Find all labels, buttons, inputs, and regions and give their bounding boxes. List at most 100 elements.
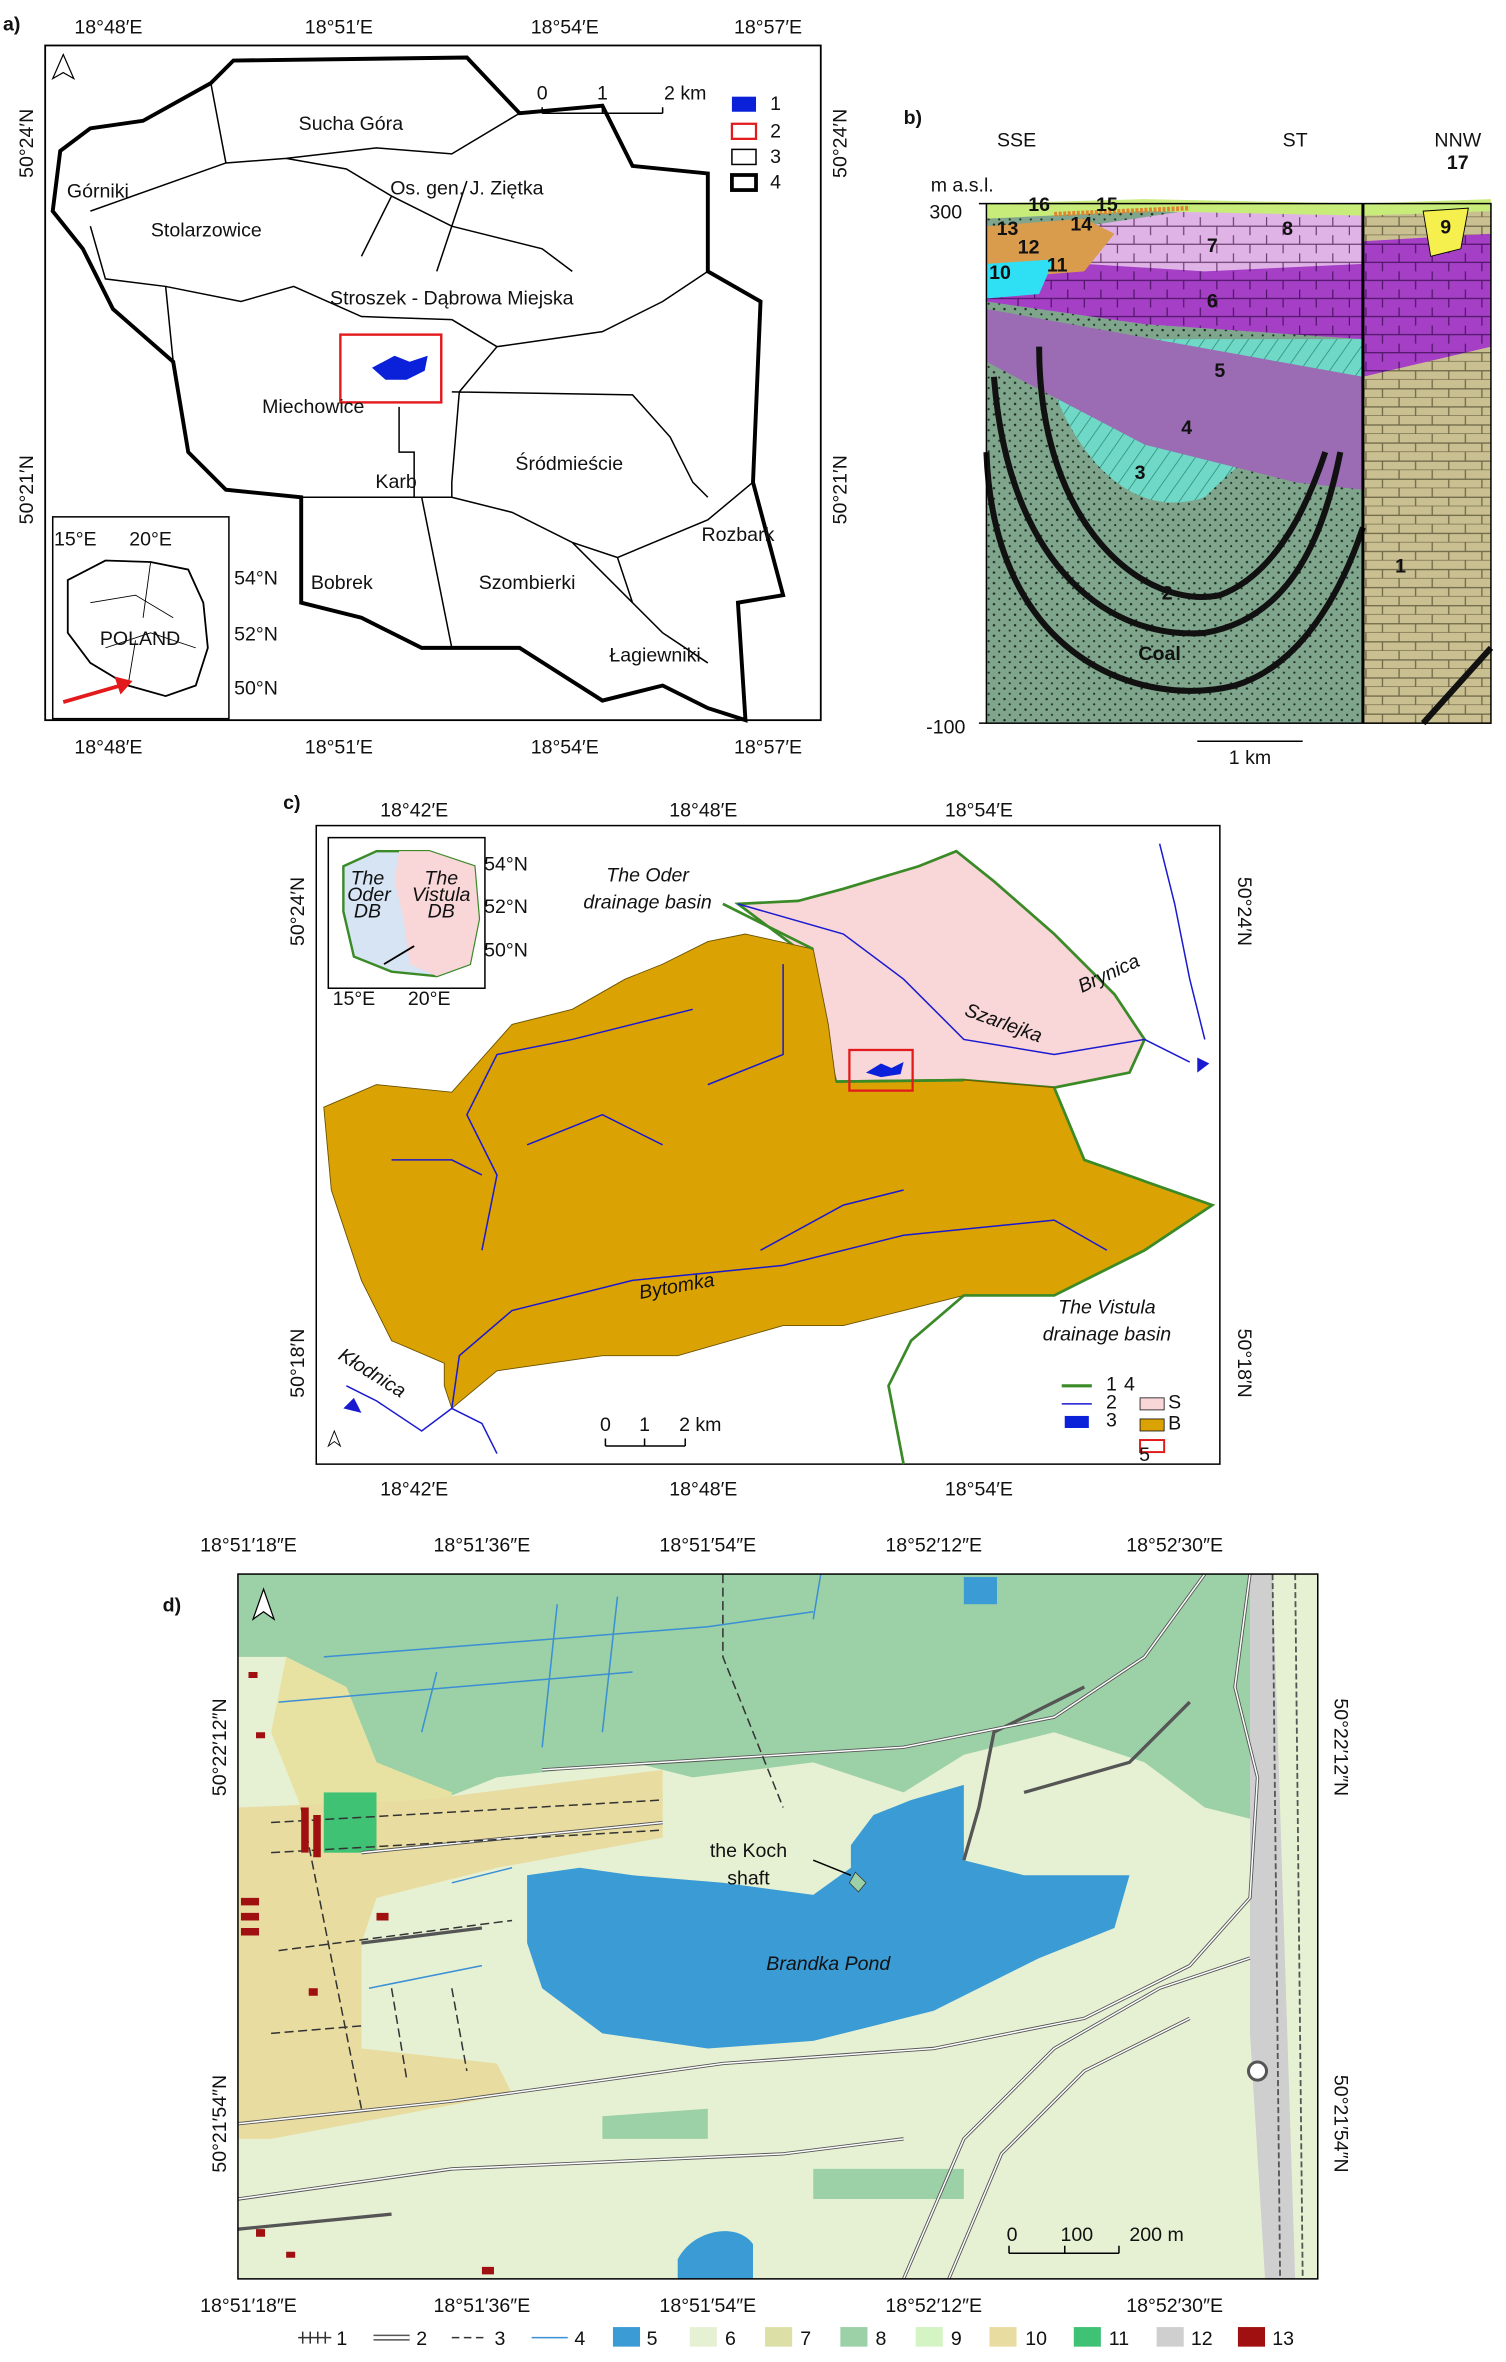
lat-tick-label: 50°21′N xyxy=(829,455,851,524)
lon-tick-label: 18°54′E xyxy=(945,1479,1013,1501)
lat-tick-label: 50°24′N xyxy=(1233,877,1255,946)
inset-tick: 54°N xyxy=(234,568,278,590)
lon-tick-label: 18°52′30″E xyxy=(1126,2295,1223,2317)
section-unit-11 xyxy=(986,259,1055,299)
place-name: Sucha Góra xyxy=(299,113,404,135)
unit-number: 7 xyxy=(1207,235,1218,257)
unit-number: 9 xyxy=(1440,217,1451,239)
legend-symbol xyxy=(765,2327,793,2347)
coal-seams xyxy=(983,346,1494,726)
legend-d xyxy=(298,2327,1266,2347)
inset-label: Oder xyxy=(347,884,392,906)
elevation-ticks xyxy=(978,202,987,724)
study-area-box xyxy=(848,1048,914,1092)
basin-label: The Vistula xyxy=(1058,1297,1156,1319)
elevation-label: -100 xyxy=(926,717,965,739)
lon-tick-label: 18°57′E xyxy=(734,16,802,38)
direction: NNW xyxy=(1434,129,1481,151)
lon-tick-label: 18°52′30″E xyxy=(1126,1534,1223,1556)
map-frame xyxy=(237,1573,1319,2280)
shaft-pointer xyxy=(812,1859,852,1876)
green-patch xyxy=(323,1792,377,1853)
built-area xyxy=(237,1769,663,2139)
panel-b-section xyxy=(978,199,1494,743)
lat-tick-label: 50°24′N xyxy=(16,109,38,178)
place-name: Stroszek - Dąbrowa Miejska xyxy=(330,288,574,310)
district-boundaries xyxy=(89,82,754,664)
scale-label: 1 xyxy=(639,1414,650,1436)
lon-tick-label: 18°57′E xyxy=(734,736,802,758)
lon-tick-label: 18°51′54″E xyxy=(659,1534,756,1556)
lon-tick-label: 18°54′E xyxy=(531,736,599,758)
rivers xyxy=(346,964,1108,1432)
legend-label: 13 xyxy=(1272,2328,1294,2350)
inset-tick: 52°N xyxy=(484,896,528,918)
north-arrow xyxy=(51,53,76,81)
north-arrow xyxy=(251,1587,276,1621)
legend-label: 2 xyxy=(770,120,781,142)
lon-tick-label: 18°42′E xyxy=(380,800,448,822)
lon-tick-label: 18°51′18″E xyxy=(200,1534,297,1556)
place-name: Miechowice xyxy=(262,396,364,418)
legend-symbol xyxy=(840,2327,868,2347)
legend-symbol xyxy=(1237,2327,1266,2347)
lon-tick-label: 18°42′E xyxy=(380,1479,448,1501)
location-arrowhead xyxy=(114,676,133,695)
inset-tick: 52°N xyxy=(234,623,278,645)
legend-label: 1 xyxy=(336,2328,347,2350)
direction: ST xyxy=(1283,129,1308,151)
place-name: Śródmieście xyxy=(515,451,623,475)
place-name: Stolarzowice xyxy=(151,220,262,242)
panel-label: b) xyxy=(904,107,922,129)
legend-swatch xyxy=(731,96,757,112)
buildings xyxy=(240,1671,494,2275)
vistula-basin-inset xyxy=(394,851,479,977)
unit-number: 1 xyxy=(1395,556,1406,578)
railways xyxy=(1271,1574,1304,2279)
place-name: Górniki xyxy=(67,181,129,203)
lon-tick-label: 18°48′E xyxy=(74,16,142,38)
lon-tick-label: 18°52′12″E xyxy=(885,2295,982,2317)
legend-label: 4 xyxy=(1124,1373,1135,1395)
inset-label: The xyxy=(351,867,385,889)
coal-label: Coal xyxy=(1138,643,1180,665)
legend-label: 2 xyxy=(1106,1391,1117,1413)
lon-tick-label: 18°52′12″E xyxy=(885,1534,982,1556)
inset-tick: 50°N xyxy=(484,940,528,962)
roundabout xyxy=(1246,2060,1269,2082)
city-boundary xyxy=(50,55,786,723)
lat-tick-label: 50°22′12″N xyxy=(1329,1698,1351,1796)
legend-label: 9 xyxy=(951,2328,962,2350)
lat-tick-label: 50°21′54″N xyxy=(1329,2075,1351,2173)
legend-symbol xyxy=(1139,1439,1166,1454)
lon-tick-label: 18°51′36″E xyxy=(434,1534,531,1556)
direction: SSE xyxy=(997,129,1036,151)
study-area-box xyxy=(339,333,443,404)
unit-number: 11 xyxy=(1047,254,1068,276)
place-name: Łagiewniki xyxy=(609,644,700,666)
watershed xyxy=(722,902,1216,1465)
unit-number: 5 xyxy=(1214,360,1225,382)
roads-fill xyxy=(237,1573,1259,2280)
legend-label: B xyxy=(1168,1412,1181,1434)
legend-symbol xyxy=(1139,1418,1165,1432)
inset-tick: 20°E xyxy=(129,528,172,550)
legend-label: 6 xyxy=(725,2328,736,2350)
shaft-island xyxy=(848,1871,867,1893)
inset-label: Vistula xyxy=(412,884,470,906)
lat-tick-label: 50°24′N xyxy=(287,877,309,946)
legend-symbol xyxy=(1064,1415,1089,1428)
legend-label: 10 xyxy=(1025,2328,1047,2350)
legend-label: 1 xyxy=(1106,1373,1117,1395)
unit-number: 15 xyxy=(1096,194,1118,216)
lon-tick-label: 18°48′E xyxy=(74,736,142,758)
panel-label: c) xyxy=(283,792,300,814)
scale-label: 0 xyxy=(1007,2224,1018,2246)
unit-number: 13 xyxy=(997,218,1019,240)
unit-number: 16 xyxy=(1028,194,1050,216)
inset-label: DB xyxy=(428,900,455,922)
lon-tick-label: 18°48′E xyxy=(669,1479,737,1501)
